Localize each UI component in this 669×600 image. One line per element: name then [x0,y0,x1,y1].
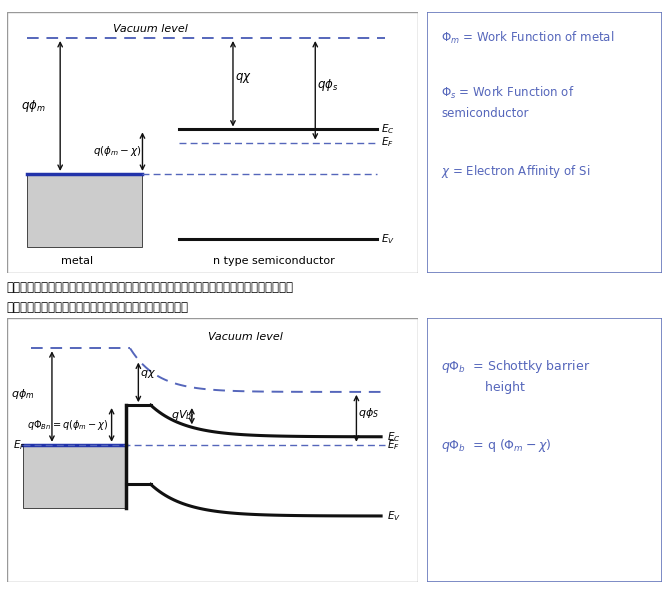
Text: $q\Phi_b$  = Schottky barrier
           height: $q\Phi_b$ = Schottky barrier height [441,358,590,394]
Text: Vacuum level: Vacuum level [113,23,188,34]
Text: $qV_{bi}$: $qV_{bi}$ [171,409,195,422]
Text: 而当两种材料接触时，载流子扩散流动必须使接触面两侧的费米能级相等才能达到平衡状态。: 而当两种材料接触时，载流子扩散流动必须使接触面两侧的费米能级相等才能达到平衡状态… [7,281,294,294]
Text: $E_V$: $E_V$ [381,232,395,246]
Text: $E_F$: $E_F$ [381,136,394,149]
Text: $q\chi$: $q\chi$ [235,71,252,85]
Text: $\Phi_m$ = Work Function of metal: $\Phi_m$ = Work Function of metal [441,30,614,46]
Text: 所以接触后半导体中的能带会因内建电场而弯曲，如下图：: 所以接触后半导体中的能带会因内建电场而弯曲，如下图： [7,301,189,314]
Text: $q\Phi_{Bn} = q(\phi_m - \chi)$: $q\Phi_{Bn} = q(\phi_m - \chi)$ [27,418,108,431]
Text: $q(\phi_m - \chi)$: $q(\phi_m - \chi)$ [93,144,142,158]
Text: metal: metal [61,256,93,266]
Text: $E_V$: $E_V$ [387,509,401,523]
Bar [23,445,126,508]
Text: $q\Phi_b$  = q ($\Phi_m - \chi$): $q\Phi_b$ = q ($\Phi_m - \chi$) [441,437,551,454]
Text: $q\phi_m$: $q\phi_m$ [11,387,34,401]
Text: $\chi$ = Electron Affinity of Si: $\chi$ = Electron Affinity of Si [441,163,590,181]
Text: $E_F$: $E_F$ [387,438,400,452]
Text: $q\chi$: $q\chi$ [140,368,157,380]
Text: Vacuum level: Vacuum level [208,332,283,343]
Text: $E_F$: $E_F$ [13,438,25,452]
Text: $E_C$: $E_C$ [381,122,395,136]
Text: $q\phi_S$: $q\phi_S$ [359,406,379,419]
Text: $q\phi_m$: $q\phi_m$ [21,98,45,113]
Text: $\Phi_s$ = Work Function of
semiconductor: $\Phi_s$ = Work Function of semiconducto… [441,85,575,120]
Bar [27,174,142,247]
Text: n type semiconductor: n type semiconductor [213,256,335,266]
Text: $q\phi_s$: $q\phi_s$ [317,77,339,92]
Text: $E_C$: $E_C$ [387,430,401,444]
